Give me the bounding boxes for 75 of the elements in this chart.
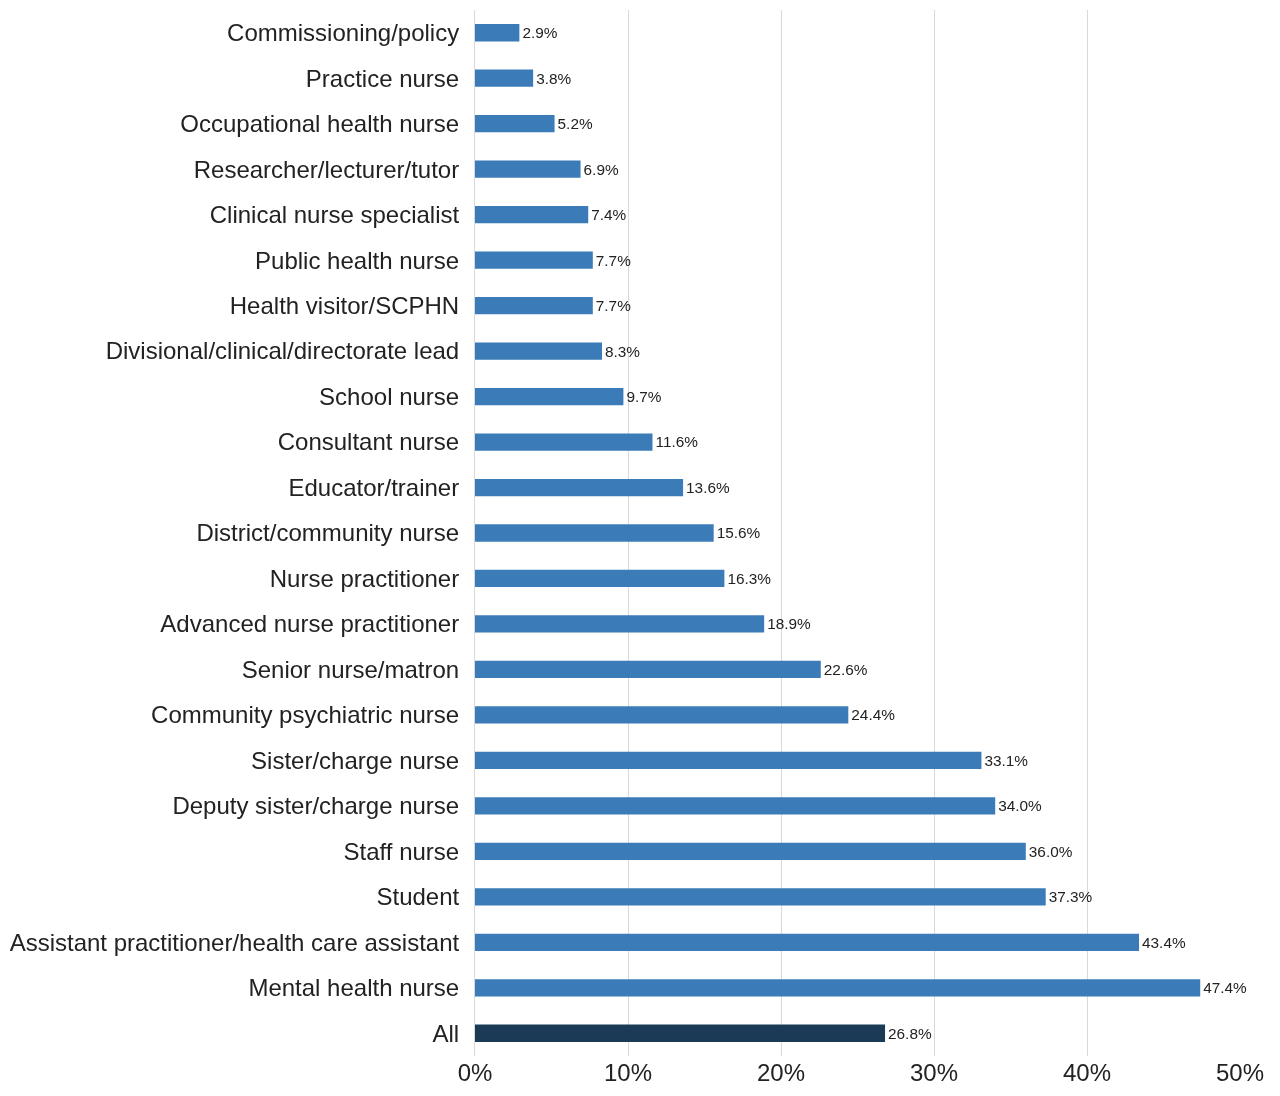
bar [475, 1024, 886, 1042]
y-tick-label: Senior nurse/matron [241, 655, 460, 683]
data-label: 8.3% [604, 342, 641, 360]
y-tick-label: Assistant practitioner/health care assistant [9, 928, 460, 956]
bar [475, 842, 1026, 860]
data-label: 43.4% [1142, 933, 1186, 951]
bar [475, 979, 1201, 997]
bar [475, 933, 1140, 951]
y-tick-label: Nurse practitioner [269, 564, 460, 592]
y-tick-label: Divisional/clinical/directorate lead [105, 337, 460, 365]
y-tick-label: Educator/trainer [288, 473, 460, 501]
y-tick-label: Community psychiatric nurse [151, 701, 460, 729]
bar [475, 524, 714, 542]
y-tick-label: District/community nurse [196, 519, 460, 547]
bar [475, 387, 624, 406]
y-tick-label: School nurse [319, 382, 460, 410]
data-label: 7.7% [595, 297, 632, 315]
bar [475, 296, 593, 315]
data-label: 2.9% [522, 24, 558, 42]
bar [475, 797, 996, 815]
y-tick-label: Consultant nurse [277, 428, 460, 456]
data-label: 7.4% [591, 206, 627, 224]
y-tick-label: Occupational health nurse [180, 110, 460, 138]
y-tick-label: Deputy sister/charge nurse [172, 792, 460, 820]
bar [475, 478, 684, 497]
bar [475, 251, 593, 269]
bar [475, 751, 982, 770]
bar [475, 569, 725, 588]
y-tick-label: Commissioning/policy [227, 19, 460, 47]
data-label: 36.0% [1028, 842, 1073, 860]
data-label: 26.8% [888, 1024, 932, 1042]
y-tick-label: Sister/charge nurse [251, 746, 460, 774]
x-tick-label: 0% [457, 1059, 493, 1086]
y-tick-label: Mental health nurse [248, 974, 460, 1002]
data-label: 24.4% [851, 706, 896, 724]
y-tick-label: All [432, 1019, 460, 1047]
data-label: 47.4% [1203, 979, 1248, 997]
bar [475, 706, 849, 724]
y-tick-label: Advanced nurse practitioner [160, 610, 460, 638]
data-label: 34.0% [998, 797, 1043, 815]
data-label: 6.9% [583, 160, 619, 178]
y-tick-label: Health visitor/SCPHN [229, 292, 460, 320]
x-tick-label: 10% [603, 1059, 653, 1086]
data-label: 15.6% [716, 524, 761, 542]
data-label: 16.3% [727, 569, 772, 587]
x-tick-label: 50% [1215, 1059, 1265, 1086]
data-label: 3.8% [536, 69, 572, 87]
bar [475, 888, 1046, 906]
bar [475, 342, 602, 360]
data-label: 11.6% [655, 433, 699, 451]
bar [475, 115, 555, 133]
x-tick-label: 40% [1062, 1059, 1112, 1086]
y-tick-label: Clinical nurse specialist [209, 201, 460, 229]
y-tick-label: Public health nurse [255, 246, 460, 274]
bar [475, 24, 520, 42]
x-tick-label: 30% [909, 1059, 959, 1086]
bar [475, 69, 534, 87]
y-tick-label: Researcher/lecturer/tutor [193, 155, 460, 183]
y-tick-label: Practice nurse [305, 64, 460, 92]
bar [475, 615, 765, 633]
data-label: 9.7% [626, 388, 662, 406]
data-label: 33.1% [984, 751, 1029, 769]
bar [475, 660, 821, 679]
data-label: 18.9% [767, 615, 812, 633]
data-label: 37.3% [1048, 888, 1093, 906]
bar [475, 206, 589, 224]
bar [475, 433, 653, 451]
data-label: 5.2% [557, 115, 593, 133]
x-tick-label: 20% [756, 1059, 806, 1086]
data-label: 7.7% [595, 251, 632, 269]
bar [475, 160, 581, 178]
y-tick-label: Staff nurse [343, 837, 460, 865]
data-label: 22.6% [823, 660, 868, 678]
data-label: 13.6% [686, 478, 730, 496]
y-tick-label: Student [376, 883, 460, 911]
